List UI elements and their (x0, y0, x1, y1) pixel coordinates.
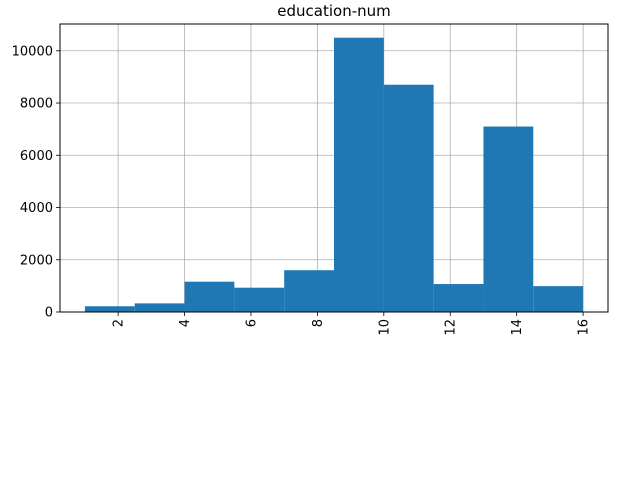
x-tick-label: 16 (577, 319, 592, 336)
axis-ticks: 2 4 6 8 10 12 14 16 0 2000 4000 6000 8000 10000 (12, 44, 592, 335)
plot-frame (59, 23, 609, 313)
x-tick-label: 2 (112, 319, 127, 327)
x-tick-label: 6 (244, 319, 259, 327)
histogram-bar (533, 286, 584, 312)
histogram-bar (334, 37, 384, 312)
histogram-bars (84, 37, 584, 312)
histogram-bar (134, 303, 185, 312)
chart-title: education-num (277, 2, 390, 20)
x-tick-label: 12 (444, 319, 459, 336)
histogram-bar (433, 284, 484, 312)
histogram-bar (483, 126, 534, 312)
histogram-bar (284, 270, 334, 312)
y-tick-label: 0 (45, 306, 53, 321)
histogram-bar (184, 281, 235, 312)
y-tick-label: 2000 (20, 253, 53, 268)
x-tick-label: 14 (510, 319, 525, 336)
histogram-bar (383, 84, 434, 312)
y-tick-label: 8000 (20, 97, 53, 112)
histogram-bar (84, 306, 135, 312)
histogram-bar (234, 287, 285, 312)
x-tick-label: 4 (178, 319, 193, 327)
y-tick-label: 10000 (12, 44, 53, 59)
x-tick-label: 8 (311, 319, 326, 327)
y-tick-label: 6000 (20, 149, 53, 164)
x-tick-label: 10 (377, 319, 392, 336)
y-tick-label: 4000 (20, 201, 53, 216)
